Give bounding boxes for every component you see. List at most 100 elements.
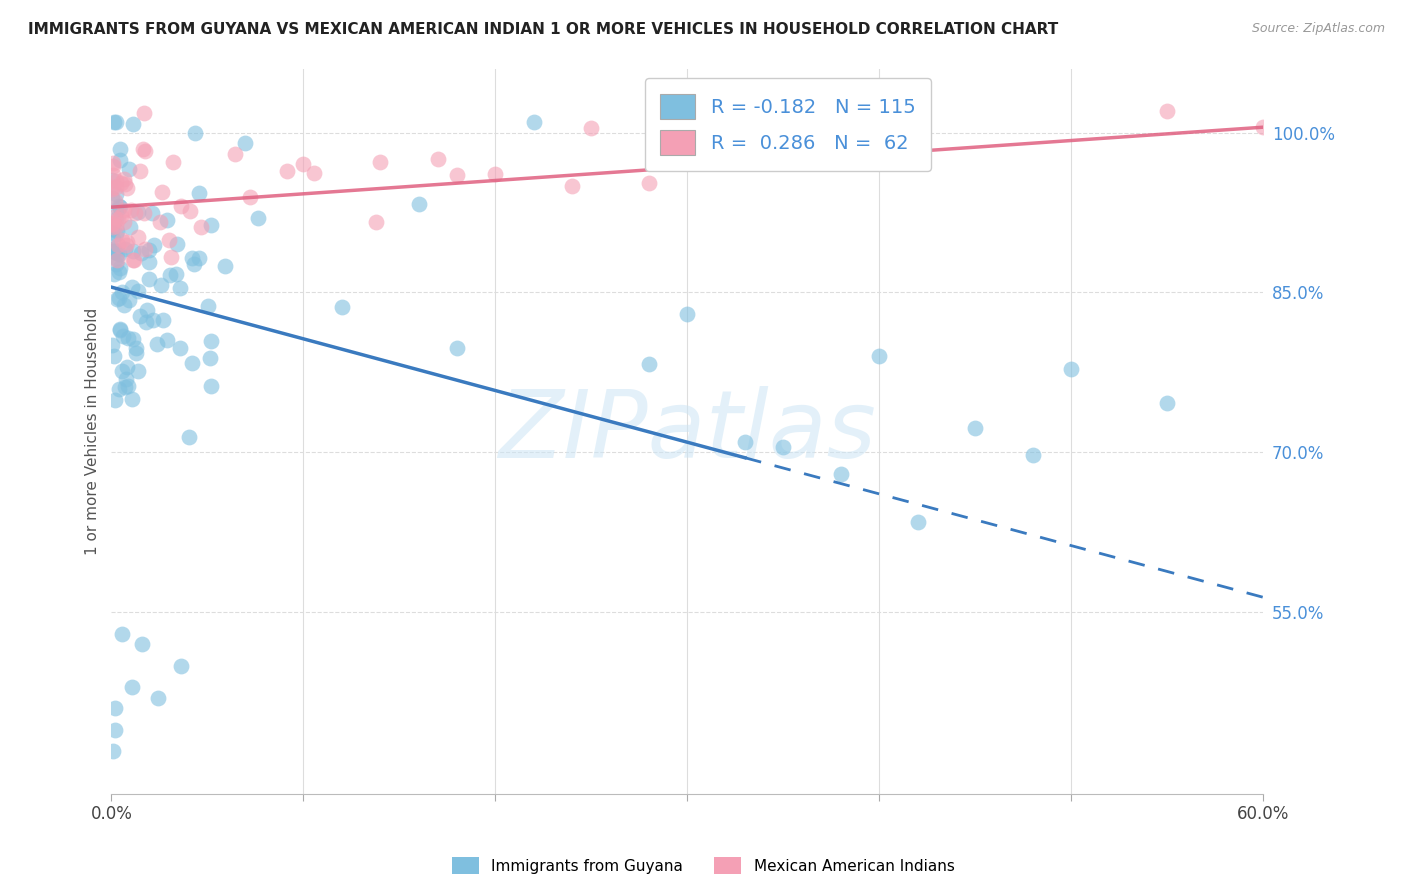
Point: [166, 236, 188, 251]
Point: [105, 257, 128, 271]
Point: [104, 723, 127, 737]
Point: [304, 166, 326, 180]
Point: [159, 268, 181, 282]
Point: [117, 293, 139, 307]
Point: [132, 142, 155, 156]
Point: [830, 467, 852, 482]
Point: [118, 162, 141, 177]
Point: [103, 168, 125, 182]
Point: [135, 303, 157, 318]
Point: [157, 233, 180, 247]
Point: [177, 430, 200, 444]
Point: [276, 163, 298, 178]
Point: [104, 393, 127, 408]
Point: [107, 237, 129, 252]
Point: [127, 364, 149, 378]
Point: [101, 173, 124, 187]
Point: [132, 106, 155, 120]
Point: [214, 259, 236, 273]
Point: [638, 357, 661, 371]
Point: [523, 115, 546, 129]
Point: [108, 260, 131, 275]
Point: [233, 136, 256, 151]
Point: [366, 214, 388, 228]
Point: [110, 364, 132, 378]
Point: [165, 267, 187, 281]
Point: [117, 235, 139, 249]
Point: [100, 216, 122, 230]
Point: [101, 232, 124, 246]
Point: [105, 293, 128, 307]
Point: [907, 515, 929, 529]
Point: [128, 163, 150, 178]
Point: [200, 218, 222, 232]
Point: [101, 179, 124, 194]
Point: [108, 265, 131, 279]
Point: [101, 219, 124, 234]
Point: [138, 272, 160, 286]
Point: [111, 328, 134, 343]
Point: [112, 171, 135, 186]
Point: [105, 246, 128, 260]
Point: [150, 278, 173, 293]
Point: [125, 346, 148, 360]
Point: [160, 250, 183, 264]
Point: [121, 680, 143, 694]
Point: [1022, 448, 1045, 462]
Point: [561, 178, 583, 193]
Point: [114, 242, 136, 256]
Point: [103, 350, 125, 364]
Point: [183, 257, 205, 271]
Point: [114, 237, 136, 252]
Point: [122, 253, 145, 268]
Point: [127, 205, 149, 219]
Point: [135, 315, 157, 329]
Point: [247, 211, 270, 225]
Point: [676, 307, 699, 321]
Point: [101, 191, 124, 205]
Point: [446, 341, 468, 355]
Point: [105, 253, 128, 268]
Point: [190, 220, 212, 235]
Point: [105, 224, 128, 238]
Point: [118, 220, 141, 235]
Point: [127, 229, 149, 244]
Point: [103, 244, 125, 258]
Point: [138, 255, 160, 269]
Point: [170, 199, 193, 213]
Point: [330, 300, 353, 314]
Point: [110, 176, 132, 190]
Point: [124, 206, 146, 220]
Point: [142, 313, 165, 327]
Point: [146, 690, 169, 705]
Point: [772, 440, 794, 454]
Point: [105, 115, 128, 129]
Point: [110, 233, 132, 247]
Point: [111, 285, 134, 299]
Y-axis label: 1 or more Vehicles in Household: 1 or more Vehicles in Household: [86, 308, 100, 555]
Point: [103, 210, 125, 224]
Point: [169, 341, 191, 355]
Point: [101, 222, 124, 236]
Point: [146, 336, 169, 351]
Point: [907, 116, 929, 130]
Point: [408, 197, 430, 211]
Point: [103, 115, 125, 129]
Point: [188, 251, 211, 265]
Text: Source: ZipAtlas.com: Source: ZipAtlas.com: [1251, 22, 1385, 36]
Point: [150, 185, 173, 199]
Point: [184, 126, 207, 140]
Point: [426, 153, 449, 167]
Point: [108, 153, 131, 168]
Point: [104, 251, 127, 265]
Point: [108, 200, 131, 214]
Point: [143, 238, 166, 252]
Point: [132, 206, 155, 220]
Text: ZIPatlas: ZIPatlas: [499, 385, 876, 476]
Point: [108, 199, 131, 213]
Point: [200, 334, 222, 349]
Point: [115, 360, 138, 375]
Point: [638, 176, 661, 190]
Point: [114, 297, 136, 311]
Point: [200, 351, 222, 366]
